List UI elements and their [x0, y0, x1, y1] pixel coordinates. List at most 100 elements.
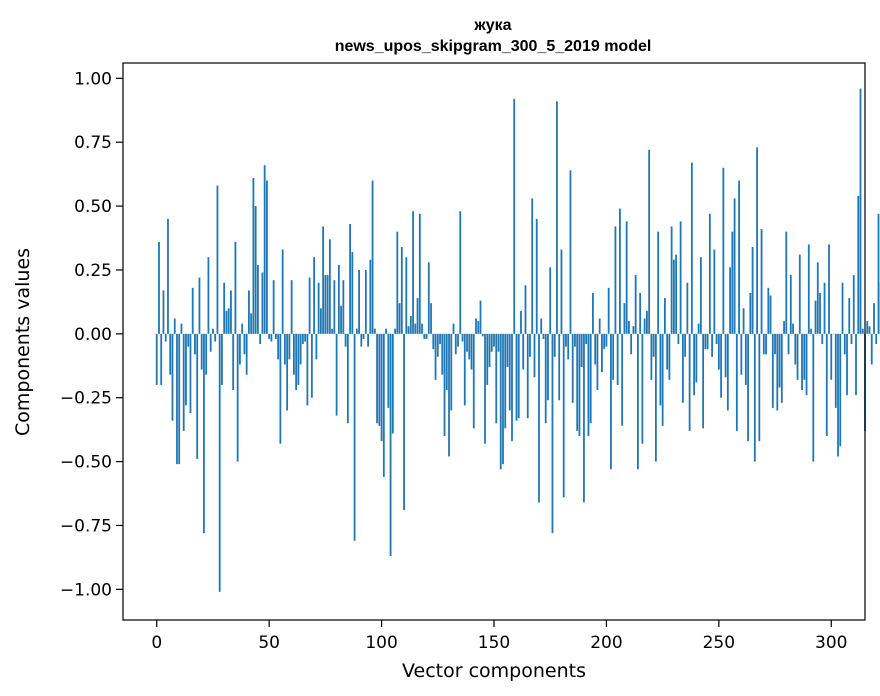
bar-59 — [288, 333, 291, 360]
bar-177 — [553, 333, 556, 357]
bar-296 — [821, 333, 824, 345]
bar-37 — [239, 333, 241, 365]
bar-218 — [646, 310, 648, 334]
bar-85 — [346, 333, 349, 424]
bar-81 — [337, 264, 340, 334]
bar-101 — [382, 333, 385, 477]
bar-191 — [585, 333, 588, 345]
bar-215 — [639, 292, 642, 334]
bar-197 — [598, 318, 601, 334]
bar-10 — [178, 333, 181, 465]
bar-94 — [367, 333, 369, 347]
bar-135 — [459, 211, 462, 334]
bar-294 — [816, 262, 819, 334]
bar-143 — [477, 321, 480, 334]
bar-156 — [506, 333, 509, 368]
bar-146 — [484, 333, 486, 444]
bar-165 — [526, 333, 529, 419]
bar-257 — [733, 198, 736, 334]
bar-45 — [257, 264, 259, 334]
bar-7 — [171, 333, 174, 421]
bar-65 — [301, 333, 304, 345]
bar-8 — [173, 318, 176, 334]
chart-title-line1: жука — [473, 17, 511, 34]
bar-201 — [607, 287, 610, 334]
bar-107 — [396, 231, 399, 334]
bar-266 — [753, 333, 756, 462]
bar-77 — [328, 239, 331, 334]
bar-208 — [623, 303, 626, 334]
bar-82 — [340, 305, 342, 334]
bar-36 — [236, 333, 239, 462]
bar-46 — [259, 333, 262, 345]
bar-111 — [405, 257, 408, 334]
bar-109 — [400, 246, 403, 334]
bar-131 — [450, 333, 453, 411]
bar-51 — [270, 333, 273, 342]
bar-199 — [603, 333, 606, 350]
bar-89 — [355, 328, 358, 334]
bar-62 — [295, 333, 298, 391]
bar-271 — [765, 333, 767, 355]
bar-309 — [850, 333, 853, 345]
bar-207 — [621, 333, 624, 426]
bar-122 — [430, 303, 432, 334]
bar-1 — [158, 241, 160, 334]
bar-267 — [756, 147, 758, 334]
bar-219 — [648, 149, 651, 334]
bar-286 — [798, 254, 801, 334]
bar-241 — [697, 323, 700, 334]
bar-217 — [643, 318, 646, 334]
bar-151 — [495, 333, 498, 424]
bar-259 — [738, 180, 740, 334]
bar-87 — [351, 252, 354, 334]
bar-256 — [731, 231, 734, 334]
bar-260 — [740, 333, 743, 375]
bar-104 — [389, 333, 392, 557]
bar-247 — [711, 333, 713, 357]
bar-83 — [342, 280, 345, 334]
bar-0 — [155, 333, 158, 385]
bar-110 — [403, 333, 405, 511]
bar-316 — [866, 321, 869, 334]
bar-321 — [877, 213, 880, 334]
bar-162 — [520, 310, 522, 334]
bar-265 — [751, 246, 754, 334]
bar-21 — [203, 333, 205, 534]
bar-276 — [776, 333, 779, 411]
y-tick-label: 1.00 — [74, 69, 112, 89]
bar-229 — [670, 226, 673, 334]
bar-34 — [232, 333, 235, 391]
bar-175 — [549, 267, 552, 334]
bar-70 — [313, 257, 316, 334]
bar-170 — [538, 333, 540, 503]
bar-16 — [191, 287, 194, 334]
bar-153 — [499, 333, 502, 470]
x-tick-label: 200 — [590, 633, 622, 653]
bar-291 — [810, 328, 812, 334]
bar-308 — [848, 298, 851, 334]
bar-60 — [290, 280, 293, 334]
bar-31 — [225, 310, 228, 334]
bar-285 — [796, 333, 799, 380]
bar-15 — [189, 333, 192, 414]
bar-33 — [230, 290, 232, 334]
bar-202 — [610, 333, 612, 470]
bar-98 — [376, 333, 378, 424]
bar-204 — [614, 226, 617, 334]
bar-159 — [513, 98, 516, 334]
bar-108 — [398, 303, 401, 334]
y-tick-label: −0.50 — [60, 453, 112, 473]
bar-12 — [182, 333, 185, 431]
bar-157 — [508, 333, 511, 411]
bar-226 — [663, 298, 666, 334]
bar-221 — [652, 333, 655, 357]
x-tick-label: 100 — [365, 633, 397, 653]
bar-293 — [814, 300, 817, 334]
bar-134 — [457, 333, 459, 347]
bar-268 — [758, 333, 761, 442]
chart-title-line2: news_upos_skipgram_300_5_2019 model — [335, 38, 652, 55]
bar-90 — [358, 269, 360, 334]
bar-254 — [726, 333, 729, 411]
bar-235 — [684, 333, 687, 357]
